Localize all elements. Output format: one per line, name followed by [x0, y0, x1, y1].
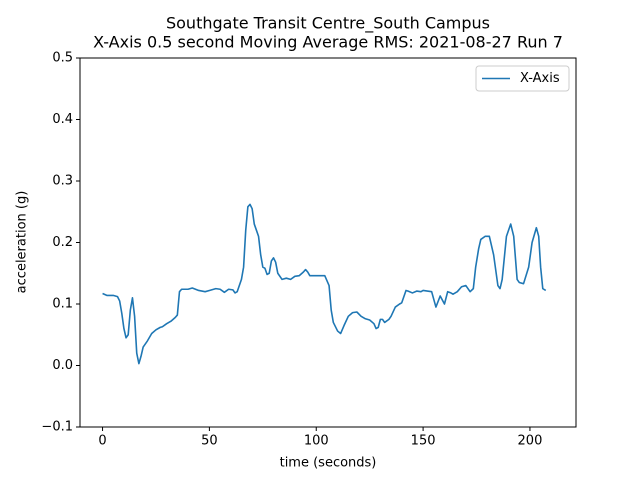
legend-box: [475, 65, 570, 92]
y-tick-label: 0.5: [52, 51, 73, 66]
y-axis-label: acceleration (g): [15, 191, 30, 294]
x-tick-label: 50: [201, 434, 218, 449]
x-tick-label: 200: [518, 434, 543, 449]
y-tick-label: 0.3: [52, 174, 73, 189]
axes-frame: [79, 57, 577, 428]
data-line: [102, 203, 547, 365]
y-tick-label: 0.1: [52, 297, 73, 312]
x-tick-label: 0: [98, 434, 106, 449]
chart-title: Southgate Transit Centre_South Campus: [166, 14, 490, 34]
y-tick-label: 0.0: [52, 358, 73, 373]
x-tick-label: 150: [411, 434, 436, 449]
y-tick-label: 0.2: [52, 235, 73, 250]
legend-label: X-Axis: [520, 71, 560, 86]
x-axis-label: time (seconds): [280, 456, 377, 471]
y-tick-label: −0.1: [41, 420, 73, 435]
y-tick-label: 0.4: [52, 112, 73, 127]
x-tick-label: 100: [304, 434, 329, 449]
chart-subtitle: X-Axis 0.5 second Moving Average RMS: 20…: [93, 33, 563, 52]
